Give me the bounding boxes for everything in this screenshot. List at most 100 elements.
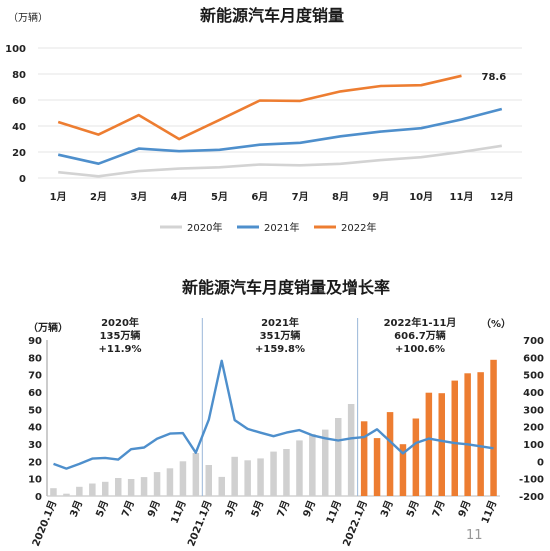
sales-bar — [283, 449, 290, 496]
series-line-2022年 — [57, 74, 462, 141]
sales-bar — [322, 429, 329, 496]
y-tick-label: 60 — [12, 96, 26, 107]
series-line-2021年 — [57, 107, 503, 165]
sales-bar — [412, 418, 420, 496]
left-y-tick-label: 60 — [28, 388, 42, 399]
sales-bar — [102, 481, 109, 496]
x-tick-label: 10月 — [409, 191, 433, 203]
period-annotation-year: 2021年 — [261, 316, 299, 329]
sales-bar — [477, 372, 484, 496]
left-y-tick-label: 20 — [28, 457, 42, 468]
sales-bar — [231, 456, 238, 496]
period-annotation-growth: +11.9% — [98, 344, 141, 355]
x-tick-label: 5月 — [94, 499, 111, 519]
sales-growth-combo-chart: 新能源汽车月度销量及增长率 （万辆） （%） 0 10 20 30 40 50 60 70 80… — [28, 278, 544, 549]
period-annotation-volume: 135万辆 — [100, 329, 141, 342]
sales-bar — [425, 392, 433, 496]
sales-bar — [89, 483, 96, 496]
x-tick-label: 6月 — [251, 191, 268, 203]
sales-bar — [244, 460, 251, 496]
right-y-tick-label: -200 — [519, 492, 544, 503]
right-y-tick-label: 0 — [537, 457, 544, 468]
x-tick-label: 7月 — [119, 499, 136, 519]
sales-bar — [179, 461, 187, 496]
x-tick-label: 7月 — [292, 191, 309, 203]
x-tick-label: 12月 — [490, 191, 514, 203]
left-y-tick-label: 50 — [28, 405, 42, 416]
sales-bar — [63, 493, 70, 496]
sales-bar — [464, 373, 471, 496]
x-tick-label: 2月 — [90, 191, 107, 203]
right-y-tick-label: 600 — [523, 353, 544, 364]
y-tick-label: 40 — [12, 122, 26, 133]
y-tick-label: 0 — [19, 174, 26, 185]
right-y-tick-label: 700 — [523, 336, 544, 347]
period-annotation-growth: +100.6% — [395, 344, 445, 355]
sales-bar — [347, 404, 355, 496]
x-tick-label: 3月 — [130, 191, 147, 203]
sales-bar — [205, 465, 212, 496]
x-tick-label: 5月 — [249, 499, 266, 519]
left-y-tick-label: 40 — [28, 423, 42, 434]
x-tick-label: 2020.1月 — [30, 499, 59, 549]
x-tick-label: 9月 — [372, 191, 389, 203]
sales-bar — [50, 488, 57, 496]
sales-bar — [192, 453, 200, 496]
sales-bar — [386, 412, 394, 496]
chart1-title: 新能源汽车月度销量 — [200, 6, 344, 25]
x-tick-label: 3月 — [223, 499, 240, 519]
x-tick-label: 11月 — [479, 499, 499, 526]
x-tick-label: 2022.1月 — [341, 499, 370, 549]
left-y-tick-label: 10 — [28, 475, 42, 486]
sales-bar — [140, 477, 148, 496]
x-tick-label: 3月 — [378, 499, 395, 519]
data-label: 78.6 — [482, 72, 507, 83]
period-annotation-year: 2020年 — [101, 316, 139, 329]
x-tick-label: 11月 — [169, 499, 189, 526]
x-tick-label: 7月 — [430, 499, 447, 519]
chart2-title: 新能源汽车月度销量及增长率 — [182, 278, 390, 297]
legend-label: 2022年 — [341, 221, 376, 234]
series-line-2020年 — [58, 144, 502, 178]
chart1-unit-label: （万辆） — [8, 11, 48, 24]
monthly-sales-line-chart: 新能源汽车月度销量 （万辆） 0 20 40 60 80 100 1月 2月 3月 4月 5月 6月… — [5, 6, 522, 234]
right-y-tick-label: 300 — [523, 405, 544, 416]
sales-bar — [335, 418, 342, 496]
x-tick-label: 5月 — [404, 499, 421, 519]
sales-bar — [257, 458, 264, 496]
x-tick-label: 11月 — [324, 499, 344, 526]
x-tick-label: 11月 — [450, 191, 474, 203]
period-annotation-volume: 606.7万辆 — [394, 329, 446, 342]
left-y-tick-label: 30 — [28, 440, 42, 451]
sales-bar — [166, 468, 174, 496]
left-y-tick-label: 90 — [28, 336, 42, 347]
x-tick-label: 8月 — [332, 191, 349, 203]
sales-bar — [115, 478, 122, 496]
right-y-tick-label: 100 — [523, 440, 544, 451]
sales-bar — [153, 472, 161, 496]
right-y-tick-label: -100 — [519, 475, 544, 486]
sales-bar — [360, 421, 368, 496]
y-tick-label: 80 — [12, 70, 26, 81]
x-tick-label: 4月 — [171, 191, 188, 203]
right-y-tick-label: 500 — [523, 371, 544, 382]
period-annotation-year: 2022年1-11月 — [384, 316, 457, 329]
sales-bar — [438, 393, 445, 496]
x-tick-label: 9月 — [301, 499, 318, 519]
left-y-tick-label: 70 — [28, 371, 42, 382]
chart2-left-unit-label: （万辆） — [28, 321, 68, 334]
chart2-right-unit-label: （%） — [481, 317, 511, 330]
sales-bar — [270, 451, 277, 496]
sales-bar — [490, 359, 497, 496]
period-annotation-growth: +159.8% — [255, 344, 305, 355]
sales-bar — [309, 434, 316, 496]
x-tick-label: 9月 — [456, 499, 473, 519]
y-tick-label: 100 — [5, 44, 26, 55]
left-y-tick-label: 0 — [35, 492, 42, 503]
right-y-tick-label: 400 — [523, 388, 544, 399]
right-y-tick-label: 200 — [523, 423, 544, 434]
x-tick-label: 5月 — [211, 191, 228, 203]
x-tick-label: 9月 — [145, 499, 162, 519]
sales-bar — [399, 444, 407, 496]
x-tick-label: 2021.1月 — [185, 499, 214, 549]
